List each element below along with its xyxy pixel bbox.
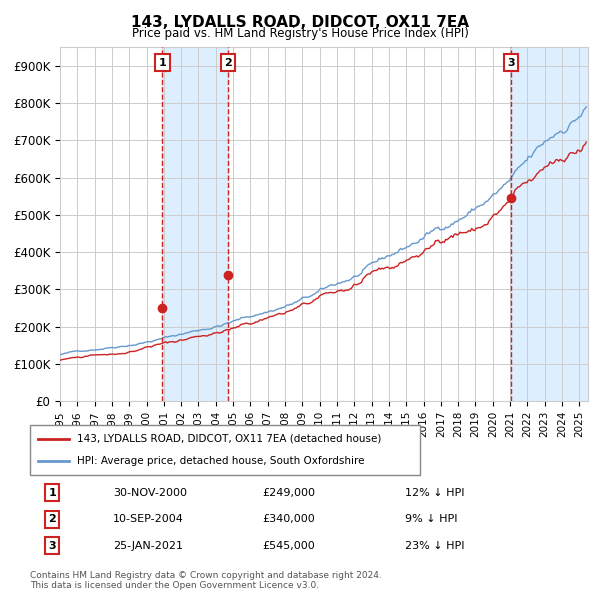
Text: 143, LYDALLS ROAD, DIDCOT, OX11 7EA (detached house): 143, LYDALLS ROAD, DIDCOT, OX11 7EA (det… [77,434,381,444]
Text: 1: 1 [158,58,166,68]
Text: 3: 3 [48,540,56,550]
Text: HPI: Average price, detached house, South Oxfordshire: HPI: Average price, detached house, Sout… [77,456,364,466]
Text: 12% ↓ HPI: 12% ↓ HPI [406,488,465,498]
Bar [163,47,228,401]
Text: 2: 2 [224,58,232,68]
Text: This data is licensed under the Open Government Licence v3.0.: This data is licensed under the Open Gov… [30,581,319,589]
FancyBboxPatch shape [30,425,420,475]
Text: 9% ↓ HPI: 9% ↓ HPI [406,514,458,524]
Text: Contains HM Land Registry data © Crown copyright and database right 2024.: Contains HM Land Registry data © Crown c… [30,571,382,580]
Text: 1: 1 [48,488,56,498]
Text: 30-NOV-2000: 30-NOV-2000 [113,488,187,498]
Text: 23% ↓ HPI: 23% ↓ HPI [406,540,465,550]
Text: £249,000: £249,000 [262,488,315,498]
Text: £340,000: £340,000 [262,514,314,524]
Bar [511,47,588,401]
Text: 10-SEP-2004: 10-SEP-2004 [113,514,184,524]
Text: 3: 3 [508,58,515,68]
Text: Price paid vs. HM Land Registry's House Price Index (HPI): Price paid vs. HM Land Registry's House … [131,27,469,40]
Text: £545,000: £545,000 [262,540,314,550]
Text: 2: 2 [48,514,56,524]
Text: 25-JAN-2021: 25-JAN-2021 [113,540,183,550]
Text: 143, LYDALLS ROAD, DIDCOT, OX11 7EA: 143, LYDALLS ROAD, DIDCOT, OX11 7EA [131,15,469,30]
